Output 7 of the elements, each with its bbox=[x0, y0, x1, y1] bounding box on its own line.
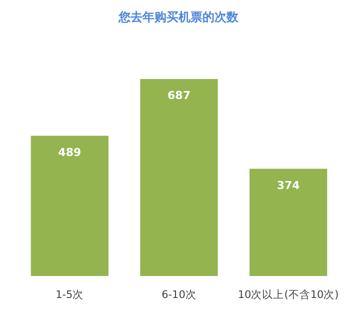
data-label: 489 bbox=[58, 146, 82, 159]
data-label: 687 bbox=[168, 89, 190, 102]
x-tick-label: 10次以上(不含10次) bbox=[238, 288, 339, 301]
x-tick-label: 6-10次 bbox=[162, 289, 196, 301]
chart-title: 您去年购买机票的次数 bbox=[118, 10, 240, 24]
x-tick-label: 1-5次 bbox=[56, 289, 84, 301]
data-label: 374 bbox=[276, 178, 300, 192]
